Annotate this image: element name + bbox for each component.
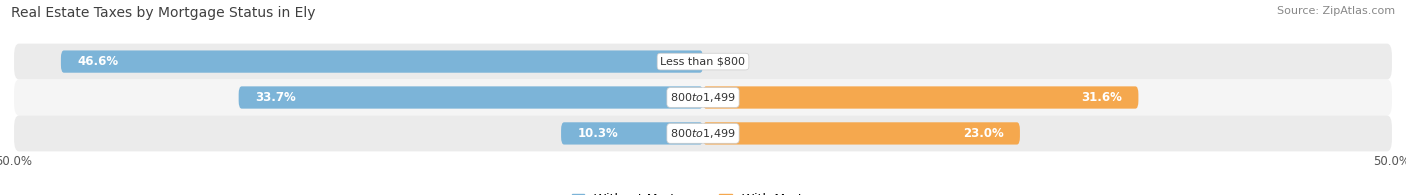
Text: 23.0%: 23.0% [963, 127, 1004, 140]
FancyBboxPatch shape [703, 122, 1019, 144]
FancyBboxPatch shape [14, 115, 1392, 151]
Text: Real Estate Taxes by Mortgage Status in Ely: Real Estate Taxes by Mortgage Status in … [11, 6, 316, 20]
Text: 10.3%: 10.3% [578, 127, 619, 140]
FancyBboxPatch shape [703, 86, 1139, 109]
FancyBboxPatch shape [239, 86, 703, 109]
FancyBboxPatch shape [60, 51, 703, 73]
FancyBboxPatch shape [14, 44, 1392, 80]
Text: 33.7%: 33.7% [254, 91, 295, 104]
Text: 46.6%: 46.6% [77, 55, 118, 68]
Text: 31.6%: 31.6% [1081, 91, 1122, 104]
Text: $800 to $1,499: $800 to $1,499 [671, 127, 735, 140]
Text: 0.0%: 0.0% [714, 55, 744, 68]
Legend: Without Mortgage, With Mortgage: Without Mortgage, With Mortgage [572, 193, 834, 195]
Text: Source: ZipAtlas.com: Source: ZipAtlas.com [1277, 6, 1395, 16]
FancyBboxPatch shape [561, 122, 703, 144]
Text: $800 to $1,499: $800 to $1,499 [671, 91, 735, 104]
FancyBboxPatch shape [14, 80, 1392, 115]
Text: Less than $800: Less than $800 [661, 57, 745, 66]
